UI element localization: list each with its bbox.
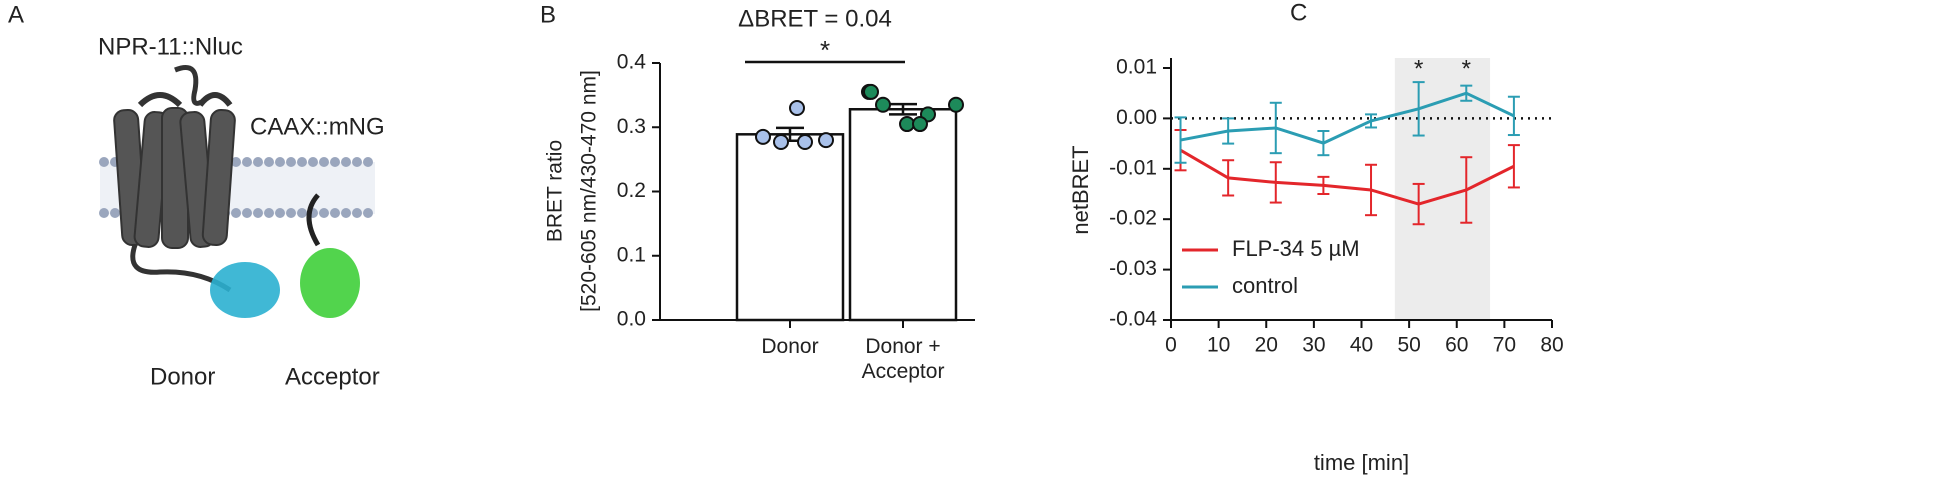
lipid-head: [297, 157, 307, 167]
chart-title: ΔBRET = 0.04: [738, 5, 892, 32]
data-point: [899, 116, 915, 133]
data-point: [755, 128, 771, 145]
acceptor-label: Acceptor: [285, 363, 380, 390]
y-axis-label: netBRET: [1068, 145, 1093, 234]
legend-label: control: [1232, 273, 1298, 298]
donor-label: Donor: [150, 363, 215, 390]
y-tick-label: 0.1: [617, 243, 646, 266]
donor-protein: [210, 262, 280, 318]
x-tick-label: 40: [1350, 334, 1373, 357]
lipid-head: [330, 208, 340, 218]
x-tick-label: 50: [1397, 334, 1420, 357]
x-tick-label: 80: [1540, 334, 1563, 357]
y-tick-label: 0.00: [1116, 106, 1157, 129]
lipid-head: [253, 208, 263, 218]
lipid-head: [297, 208, 307, 218]
y-tick-label: 0.4: [617, 51, 647, 74]
receptor-label: NPR-11::Nluc: [98, 33, 243, 60]
significance-label: *: [820, 35, 830, 65]
lipid-head: [352, 208, 362, 218]
lipid-head: [319, 157, 329, 167]
receptor-icon: [113, 65, 321, 293]
series-line: [1179, 148, 1515, 206]
bar: [848, 108, 958, 322]
lipid-head: [308, 157, 318, 167]
lipid-head: [264, 208, 274, 218]
lipid-head: [286, 208, 296, 218]
y-tick-label: 0.01: [1116, 56, 1157, 79]
lipid-head: [319, 208, 329, 218]
lipid-head: [231, 157, 241, 167]
annotation: *: [1462, 55, 1471, 82]
lipid-head: [286, 157, 296, 167]
x-tick-label: 70: [1493, 334, 1516, 357]
data-point: [773, 134, 789, 151]
lipid-head: [110, 208, 120, 218]
data-point: [818, 132, 834, 149]
y-tick-label: 0.3: [617, 115, 646, 138]
series-line: [1180, 91, 1515, 145]
data-point: [948, 96, 964, 113]
lipid-head: [99, 208, 109, 218]
y-tick-label: -0.02: [1109, 207, 1157, 230]
lipid-head: [242, 208, 252, 218]
x-tick-label: Donor + Acceptor: [861, 335, 945, 383]
x-tick-label: 10: [1207, 334, 1230, 357]
bar: [735, 133, 845, 322]
y-axis-label: [520-605 nm/430-470 nm]: [578, 70, 601, 312]
data-point: [912, 116, 928, 133]
acceptor-protein: [300, 248, 360, 318]
lipid-head: [352, 157, 362, 167]
lipid-head: [253, 157, 263, 167]
lipid-head: [341, 208, 351, 218]
x-tick-label: 60: [1445, 334, 1468, 357]
y-tick-label: -0.04: [1109, 308, 1157, 331]
y-tick-label: -0.03: [1109, 257, 1157, 280]
lipid-head: [242, 157, 252, 167]
y-axis-label: BRET ratio: [544, 140, 567, 242]
x-tick-label: Donor: [761, 335, 819, 358]
data-point: [789, 99, 805, 116]
lipid-head: [341, 157, 351, 167]
legend-label: FLP-34 5 µM: [1232, 236, 1360, 261]
panel-label: C: [1290, 0, 1307, 26]
lipid-head: [275, 208, 285, 218]
y-tick-label: 0.2: [617, 179, 646, 202]
x-tick-label: 0: [1165, 334, 1177, 357]
data-point: [797, 134, 813, 151]
lipid-head: [231, 208, 241, 218]
lipid-head: [99, 157, 109, 167]
data-point: [863, 83, 879, 100]
annotation: *: [1414, 55, 1423, 82]
x-axis-label: time [min]: [1314, 450, 1409, 475]
lipid-head: [330, 157, 340, 167]
x-tick-label: 20: [1255, 334, 1278, 357]
anchor-label: CAAX::mNG: [250, 113, 385, 140]
panel-label: B: [540, 1, 556, 28]
lipid-head: [363, 157, 373, 167]
lipid-head: [275, 157, 285, 167]
y-tick-label: 0.0: [617, 308, 646, 331]
y-tick-label: -0.01: [1109, 156, 1157, 179]
lipid-head: [264, 157, 274, 167]
lipid-head: [363, 208, 373, 218]
data-point: [875, 96, 891, 113]
panel-label: A: [8, 1, 24, 28]
x-tick-label: 30: [1302, 334, 1325, 357]
